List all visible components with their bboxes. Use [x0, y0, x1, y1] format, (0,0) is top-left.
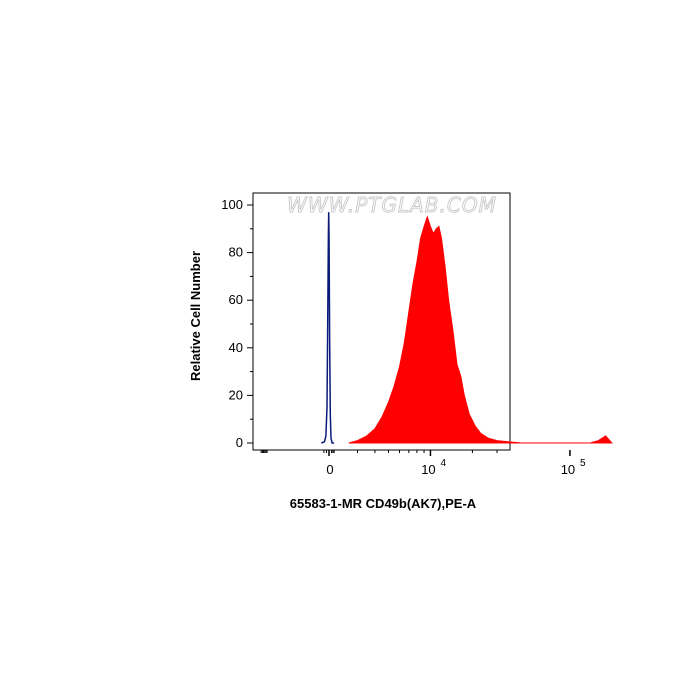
y-tick-label: 40 — [229, 340, 243, 355]
y-tick-label: 80 — [229, 245, 243, 260]
y-axis-title: Relative Cell Number — [188, 251, 203, 381]
x-tick-exponent: 4 — [440, 458, 446, 469]
x-axis-title: 65583-1-MR CD49b(AK7),PE-A — [290, 496, 477, 511]
y-tick-label: 20 — [229, 387, 243, 402]
series-0-line — [321, 212, 335, 444]
x-tick-label: 0 — [326, 462, 333, 477]
series-1-area — [348, 215, 614, 444]
y-tick-label: 0 — [236, 435, 243, 450]
x-tick-label: 10 — [561, 462, 575, 477]
x-tick-label: 10 — [421, 462, 435, 477]
watermark: WWW.PTGLAB.COM — [287, 193, 497, 217]
x-tick-exponent: 5 — [580, 458, 586, 469]
x-axis: 0 10 4 10 5 — [260, 450, 586, 477]
y-tick-label: 60 — [229, 292, 243, 307]
series-layer — [321, 212, 614, 444]
plot-frame — [252, 192, 511, 451]
y-tick-label: 100 — [221, 197, 243, 212]
y-axis: 0 20 40 60 80 100 — [221, 197, 253, 450]
